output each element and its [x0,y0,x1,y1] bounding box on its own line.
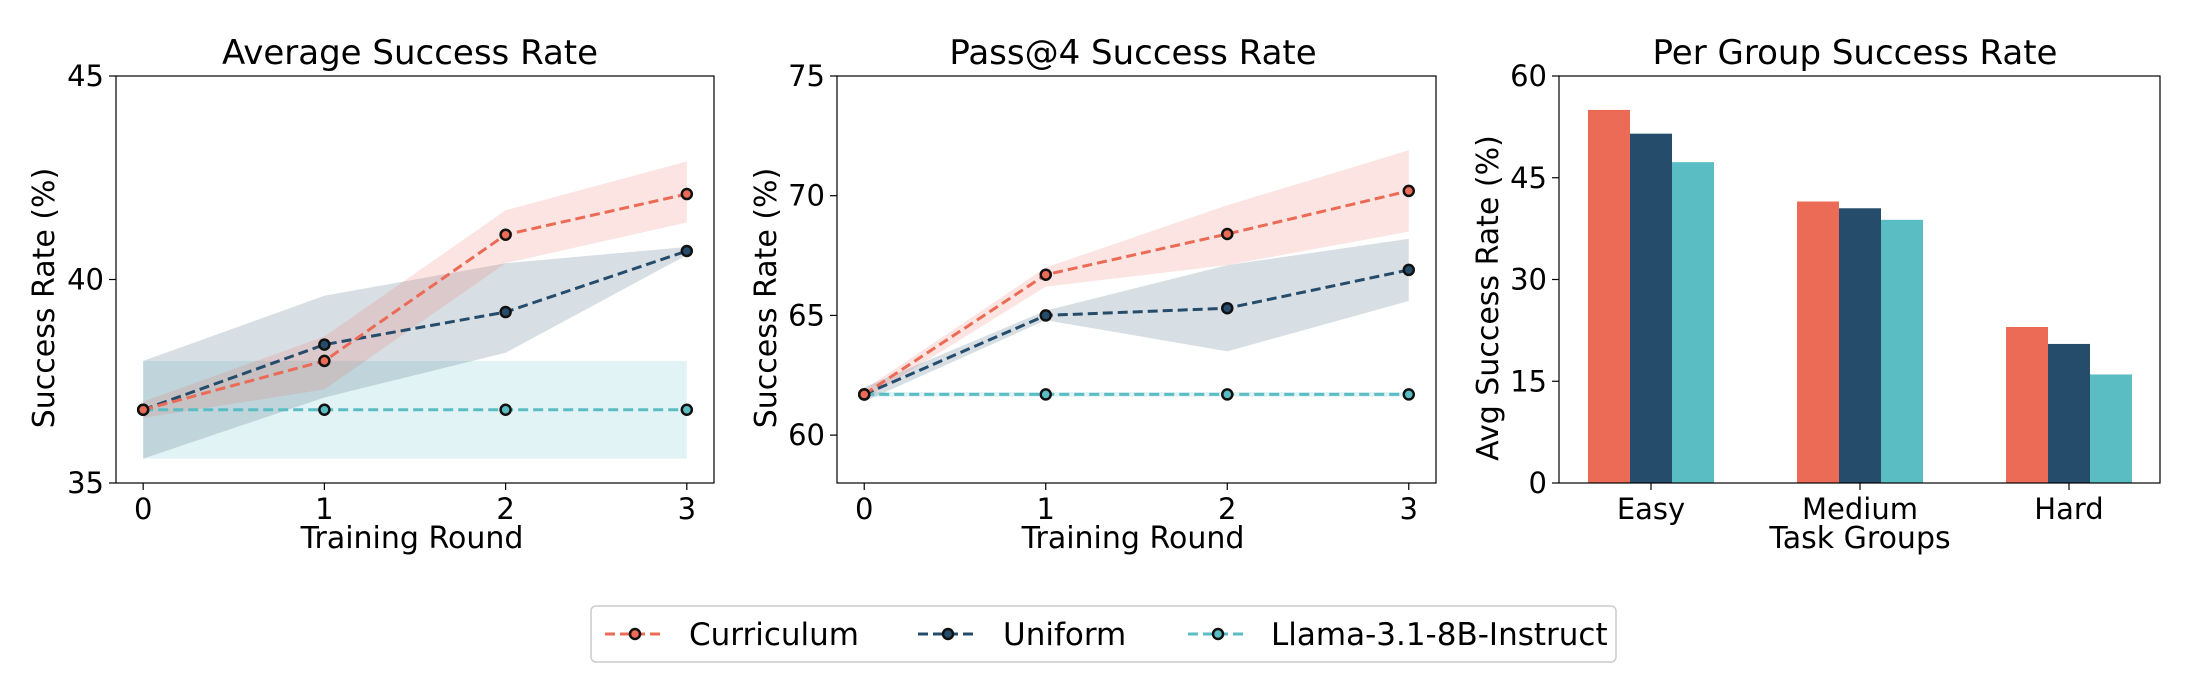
bar-curriculum-hard [2006,326,2048,483]
y-tick-label: 45 [1510,161,1547,195]
bar-curriculum-medium [1797,201,1839,483]
panel-pass4-success-rate: Pass@4 Success Rate Success Rate (%) Tra… [749,33,1437,556]
point-curriculum [1221,227,1234,241]
series-line-uniform [142,249,688,412]
band-uniform [143,246,687,459]
x-tick-label: Medium [1802,492,1918,526]
plot-area: 0 1 2 3 35 40 45 [67,59,715,526]
legend-item-llama: Llama-3.1-8B-Instruct [1188,617,1608,653]
band-curriculum [864,150,1409,400]
point-curriculum [1039,268,1052,281]
x-tick-label: 2 [496,492,514,526]
y-tick-label: 70 [788,179,825,213]
point-llama-3-1-8b-instruct [1402,388,1416,401]
plot-area: Easy Medium Hard 0 15 30 45 60 [1510,59,2161,526]
x-axis-label: Training Round [1021,521,1245,556]
legend: Curriculum Uniform Llama-3.1-8B-Instruct [590,605,1617,663]
x-axis-label: Task Groups [1768,521,1950,556]
x-tick-label: Hard [2034,492,2103,526]
legend-marker-llama [1211,627,1225,641]
y-tick-label: 65 [788,298,825,332]
point-llama-3-1-8b-instruct [1221,388,1234,401]
point-uniform [680,244,694,258]
series-line-uniform [863,268,1410,396]
y-tick-label: 35 [67,466,104,500]
y-tick-label: 45 [67,59,104,93]
legend-label-llama: Llama-3.1-8B-Instruct [1271,617,1608,653]
legend-item-uniform: Uniform [918,617,1126,653]
bar-uniform-medium [1839,208,1881,483]
x-tick-label: Easy [1617,492,1685,526]
series-line-curriculum [142,192,688,412]
y-tick-label: 75 [788,59,825,93]
panel-per-group-success-rate: Per Group Success Rate Avg Success Rate … [1471,33,2161,556]
bar-llama-3-1-8b-instruct-easy [1672,162,1714,484]
bar-uniform-hard [2048,343,2090,483]
y-tick-label: 0 [1529,466,1547,500]
point-llama-3-1-8b-instruct [499,403,512,416]
x-axis-label: Training Round [300,521,524,556]
point-curriculum [318,354,331,368]
point-curriculum [136,403,150,416]
x-tick-label: 1 [1037,492,1055,526]
bar-llama-3-1-8b-instruct-medium [1881,219,1923,483]
point-uniform [1221,301,1234,315]
bar-llama-3-1-8b-instruct-hard [2090,374,2132,483]
point-llama-3-1-8b-instruct [680,403,694,416]
x-tick-label: 1 [315,492,333,526]
point-uniform [1039,309,1052,322]
point-uniform [1402,263,1416,277]
y-tick-label: 40 [67,263,104,297]
bar-uniform-easy [1630,133,1672,484]
x-tick-label: 0 [855,492,873,526]
x-tick-label: 0 [134,492,152,526]
bar-curriculum-easy [1588,109,1630,484]
chart-title: Pass@4 Success Rate [949,33,1316,73]
axes-frame [836,75,1437,484]
point-curriculum [857,388,871,401]
chart-title: Average Success Rate [222,33,598,73]
point-uniform [318,338,331,351]
panel-average-success-rate: Average Success Rate Success Rate (%) Tr… [27,33,715,556]
chart-title: Per Group Success Rate [1653,33,2058,73]
y-tick-label: 15 [1510,364,1547,398]
legend-item-curriculum: Curriculum [605,617,859,653]
point-uniform [499,305,512,319]
x-tick-label: 2 [1218,492,1236,526]
legend-label-curriculum: Curriculum [689,617,859,653]
y-axis-label: Success Rate (%) [27,168,62,429]
band-uniform [864,238,1409,402]
plot-area: 0 1 2 3 60 65 70 75 [788,59,1437,526]
point-curriculum [1402,184,1416,198]
legend-marker-curriculum [628,627,642,641]
x-tick-label: 3 [1400,492,1418,526]
point-llama-3-1-8b-instruct [318,403,331,416]
point-curriculum [680,187,694,201]
y-tick-label: 30 [1510,263,1547,297]
y-axis-label: Success Rate (%) [749,168,784,429]
series-line-curriculum [863,189,1410,396]
point-llama-3-1-8b-instruct [1039,388,1052,401]
x-tick-label: 3 [678,492,696,526]
y-tick-label: 60 [1510,59,1547,93]
legend-marker-uniform [941,627,955,641]
y-axis-label: Avg Success Rate (%) [1471,135,1506,461]
legend-frame [590,605,1617,663]
point-curriculum [499,228,512,241]
y-tick-label: 60 [788,418,825,452]
legend-label-uniform: Uniform [1003,617,1126,653]
